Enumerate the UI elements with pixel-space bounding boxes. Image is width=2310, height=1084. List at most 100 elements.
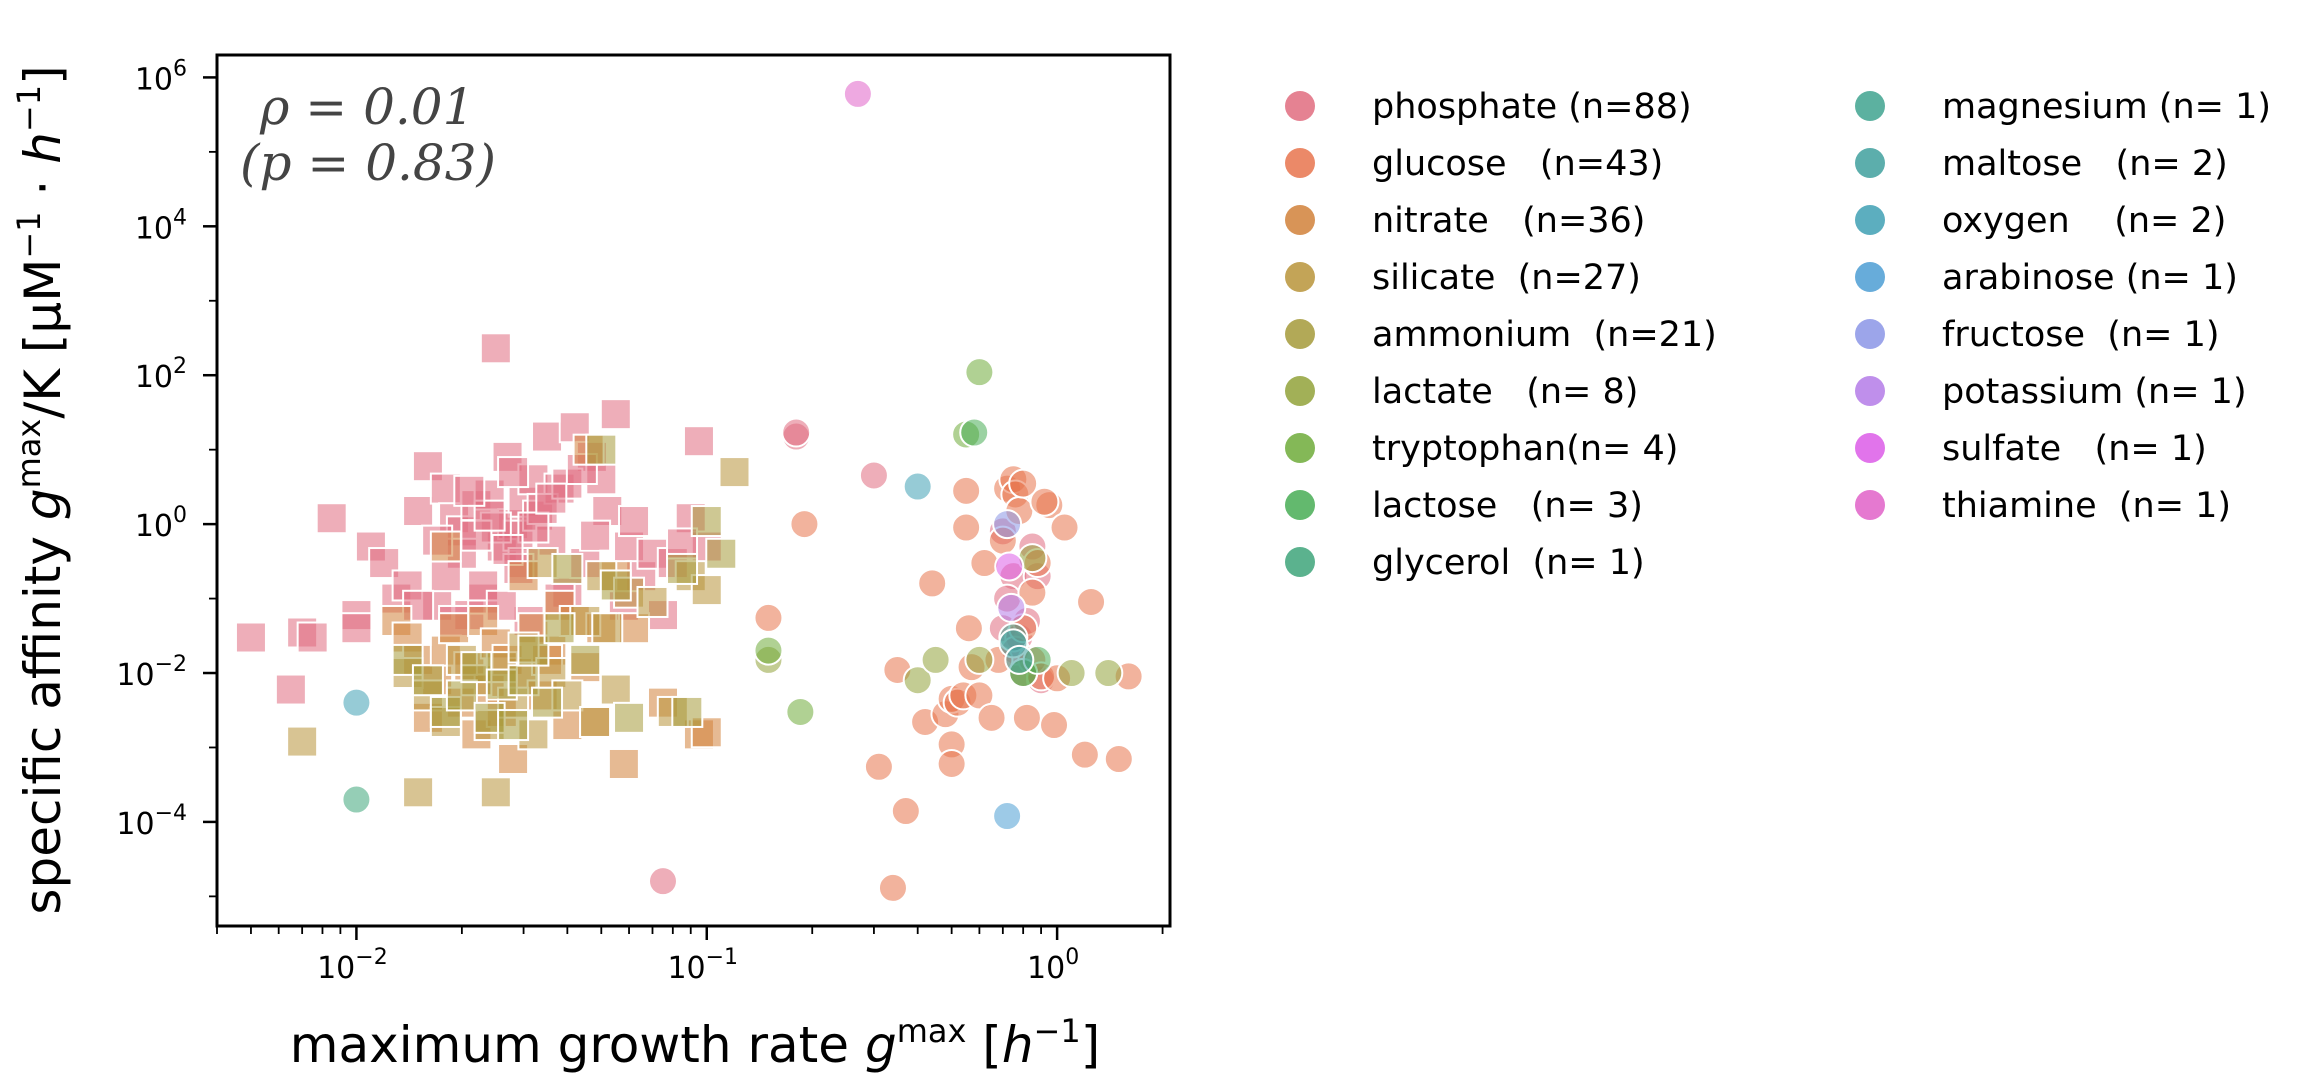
legend-marker — [1285, 91, 1315, 121]
data-points — [234, 78, 1144, 903]
data-point — [647, 866, 678, 897]
x-axis-label-unit-close: ] — [1081, 1016, 1101, 1074]
legend-item: arabinose (n= 1) — [1855, 258, 2238, 298]
x-axis-label-unit-open: [ — [966, 1016, 1001, 1074]
data-point — [491, 533, 524, 566]
data-point — [858, 460, 889, 491]
data-point — [877, 872, 908, 903]
data-point — [607, 747, 640, 780]
data-point — [535, 482, 568, 515]
legend-marker — [1285, 262, 1315, 292]
y-axis-label-var: g — [14, 488, 72, 520]
data-point — [842, 78, 873, 109]
legend-label: potassium (n= 1) — [1942, 372, 2247, 412]
data-point — [445, 679, 478, 712]
data-point — [789, 509, 820, 540]
data-point — [479, 776, 512, 809]
legend-label: tryptophan(n= 4) — [1372, 429, 1678, 469]
data-point — [579, 519, 612, 552]
data-point — [531, 420, 564, 453]
data-point — [992, 801, 1023, 832]
data-point — [613, 701, 646, 734]
data-point — [964, 644, 995, 675]
legend-item: oxygen (n= 2) — [1855, 201, 2226, 241]
y-tick-label: 106 — [135, 56, 187, 97]
correlation-p-value: (p = 0.83) — [240, 134, 496, 192]
data-point — [666, 552, 699, 585]
plot-frame — [215, 53, 1172, 928]
axis-tick-labels: 10−2 10−1 100 10−4 10−2 100 102 104 106 — [116, 56, 1079, 986]
legend-item: nitrate (n=36) — [1285, 201, 1645, 241]
y-axis-label-sup: max — [10, 419, 48, 489]
data-point — [591, 612, 624, 645]
data-point — [1004, 644, 1035, 675]
data-point — [531, 686, 564, 719]
legend-label: silicate (n=27) — [1372, 258, 1641, 298]
correlation-rho: ρ = 0.01 — [259, 78, 474, 136]
data-point — [1049, 512, 1080, 543]
legend-label: lactate (n= 8) — [1372, 372, 1638, 412]
data-point — [951, 475, 982, 506]
legend-marker — [1285, 205, 1315, 235]
data-point — [1008, 468, 1039, 499]
legend: phosphate (n=88) glucose (n=43) nitrate (n… — [1285, 87, 2271, 583]
legend-label: thiamine (n= 1) — [1942, 486, 2231, 526]
legend-item: glucose (n=43) — [1285, 144, 1663, 184]
data-point — [1011, 702, 1042, 733]
data-point — [618, 505, 651, 538]
data-point — [781, 417, 812, 448]
legend-label: oxygen (n= 2) — [1942, 201, 2226, 241]
legend-marker — [1855, 319, 1885, 349]
legend-label: nitrate (n=36) — [1372, 201, 1645, 241]
data-point — [1069, 739, 1100, 770]
legend-item: magnesium (n= 1) — [1855, 87, 2271, 127]
y-axis-label-slash: /K [µM — [14, 259, 72, 419]
data-point — [636, 585, 669, 618]
data-point — [340, 612, 373, 645]
data-point — [579, 705, 612, 738]
data-point — [917, 568, 948, 599]
data-point — [1093, 658, 1124, 689]
data-point — [969, 548, 1000, 579]
axis-ticks — [203, 76, 1164, 940]
data-point — [286, 725, 319, 758]
legend-label: arabinose (n= 1) — [1942, 258, 2238, 298]
legend-marker — [1855, 376, 1885, 406]
data-point — [976, 702, 1007, 733]
data-point — [671, 695, 704, 728]
legend-item: phosphate (n=88) — [1285, 87, 1692, 127]
y-axis-label: specific affinity gmax/K [µM−1 · h−1] — [10, 65, 72, 914]
legend-marker — [1855, 205, 1885, 235]
legend-item: sulfate (n= 1) — [1855, 429, 2207, 469]
x-axis-label-unit-var: h — [1002, 1016, 1034, 1074]
data-point — [953, 613, 984, 644]
data-point — [473, 499, 506, 532]
y-axis-label-dot: · — [14, 164, 72, 212]
x-axis-label-main: maximum growth rate — [290, 1016, 865, 1074]
data-point — [992, 509, 1023, 540]
legend-label: magnesium (n= 1) — [1942, 87, 2271, 127]
data-point — [753, 602, 784, 633]
data-point — [438, 612, 471, 645]
legend-item: glycerol (n= 1) — [1285, 543, 1645, 583]
y-tick-label: 104 — [135, 205, 187, 246]
legend-item: fructose (n= 1) — [1855, 315, 2220, 355]
y-axis-label-sup3: −1 — [10, 85, 48, 132]
y-axis-label-close: ] — [14, 65, 72, 85]
legend-marker — [1285, 490, 1315, 520]
data-point — [902, 471, 933, 502]
y-axis-label-var2: h — [14, 132, 72, 164]
legend-item: maltose (n= 2) — [1855, 144, 2228, 184]
data-point — [705, 537, 738, 570]
data-point — [690, 505, 723, 538]
data-point — [551, 552, 584, 585]
legend-marker — [1855, 148, 1885, 178]
legend-marker — [1855, 91, 1885, 121]
data-point — [785, 696, 816, 727]
data-point — [959, 417, 990, 448]
legend-label: glycerol (n= 1) — [1372, 543, 1645, 583]
x-axis-label-unit-sup: −1 — [1034, 1012, 1081, 1050]
data-point — [497, 709, 530, 742]
data-point — [1056, 658, 1087, 689]
data-point — [341, 687, 372, 718]
